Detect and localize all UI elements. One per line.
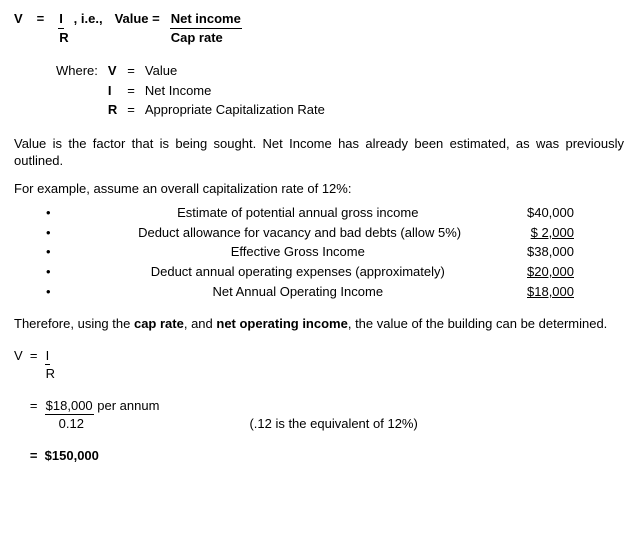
item-label: Net Annual Operating Income (213, 283, 384, 301)
where-def: Net Income (145, 82, 333, 100)
value-equals: Value = (115, 10, 160, 28)
cap-rate-label: Cap rate (170, 29, 242, 47)
paragraph-value: Value is the factor that is being sought… (14, 135, 624, 170)
calc-v: V (14, 347, 23, 365)
where-label: Where: (56, 62, 106, 80)
item-value: $18,000 (527, 283, 574, 301)
where-row-i: I = Net Income (56, 82, 333, 100)
calc-frac-values: $18,000 per annum 0.12 (45, 397, 160, 433)
where-eq: = (127, 82, 143, 100)
var-i: I (58, 10, 64, 29)
calc-numerator: $18,000 (45, 397, 94, 416)
list-item: Deduct allowance for vacancy and bad deb… (74, 223, 574, 243)
therefore-noi: net operating income (216, 316, 347, 331)
where-row-v: Where: V = Value (56, 62, 333, 80)
example-intro: For example, assume an overall capitaliz… (14, 180, 624, 198)
example-list: Estimate of potential annual gross incom… (74, 203, 624, 301)
item-value: $20,000 (527, 263, 574, 281)
list-item: Deduct annual operating expenses (approx… (74, 262, 574, 282)
where-sym: V (108, 62, 125, 80)
item-label: Estimate of potential annual gross incom… (177, 204, 418, 222)
calc-formula: V = I R (14, 347, 624, 383)
formula-header: V = I R , i.e., Value = Net income Cap r… (14, 10, 624, 46)
where-def: Value (145, 62, 333, 80)
var-v: V (14, 10, 23, 28)
where-sym: I (108, 82, 125, 100)
fraction-ir: I R (58, 10, 69, 46)
therefore-caprate: cap rate (134, 316, 184, 331)
ie-text: , i.e., (74, 10, 103, 28)
equals-sign: = (37, 10, 45, 28)
calc-numerator-line: $18,000 per annum (45, 398, 160, 413)
therefore-mid: , and (184, 316, 217, 331)
where-def: Appropriate Capitalization Rate (145, 101, 333, 119)
list-item: Effective Gross Income $38,000 (74, 242, 574, 262)
calc-frac-ir: I R (45, 347, 56, 383)
item-label: Effective Gross Income (231, 243, 365, 261)
var-r: R (58, 29, 69, 47)
list-item: Estimate of potential annual gross incom… (74, 203, 574, 223)
calc-note: (.12 is the equivalent of 12%) (249, 415, 417, 433)
item-value: $38,000 (527, 243, 574, 261)
calc-eq2: = (23, 397, 45, 415)
calc-substitution: V = $18,000 per annum 0.12 (.12 is the e… (14, 397, 624, 433)
calc-eq3: = (23, 447, 45, 465)
where-table: Where: V = Value I = Net Income R = Appr… (54, 60, 335, 121)
therefore-paragraph: Therefore, using the cap rate, and net o… (14, 315, 624, 333)
item-label: Deduct annual operating expenses (approx… (151, 263, 445, 281)
item-label: Deduct allowance for vacancy and bad deb… (138, 224, 461, 242)
calc-eq: = (23, 347, 45, 365)
where-eq: = (127, 62, 143, 80)
fraction-value: Net income Cap rate (170, 10, 242, 46)
where-row-r: R = Appropriate Capitalization Rate (56, 101, 333, 119)
where-eq: = (127, 101, 143, 119)
item-value: $ 2,000 (531, 224, 574, 242)
calc-r: R (45, 365, 56, 383)
calc-denominator: 0.12 (45, 415, 160, 433)
where-sym: R (108, 101, 125, 119)
calc-i: I (45, 347, 51, 366)
net-income-label: Net income (170, 10, 242, 29)
therefore-post: , the value of the building can be deter… (348, 316, 607, 331)
per-annum: per annum (94, 398, 160, 413)
calculation-block: V = I R V = $18,000 per annum 0.12 (.12 … (14, 347, 624, 465)
calc-result: $150,000 (45, 447, 99, 465)
calc-result-row: V = $150,000 (14, 447, 624, 465)
therefore-pre: Therefore, using the (14, 316, 134, 331)
list-item: Net Annual Operating Income $18,000 (74, 282, 574, 302)
item-value: $40,000 (527, 204, 574, 222)
